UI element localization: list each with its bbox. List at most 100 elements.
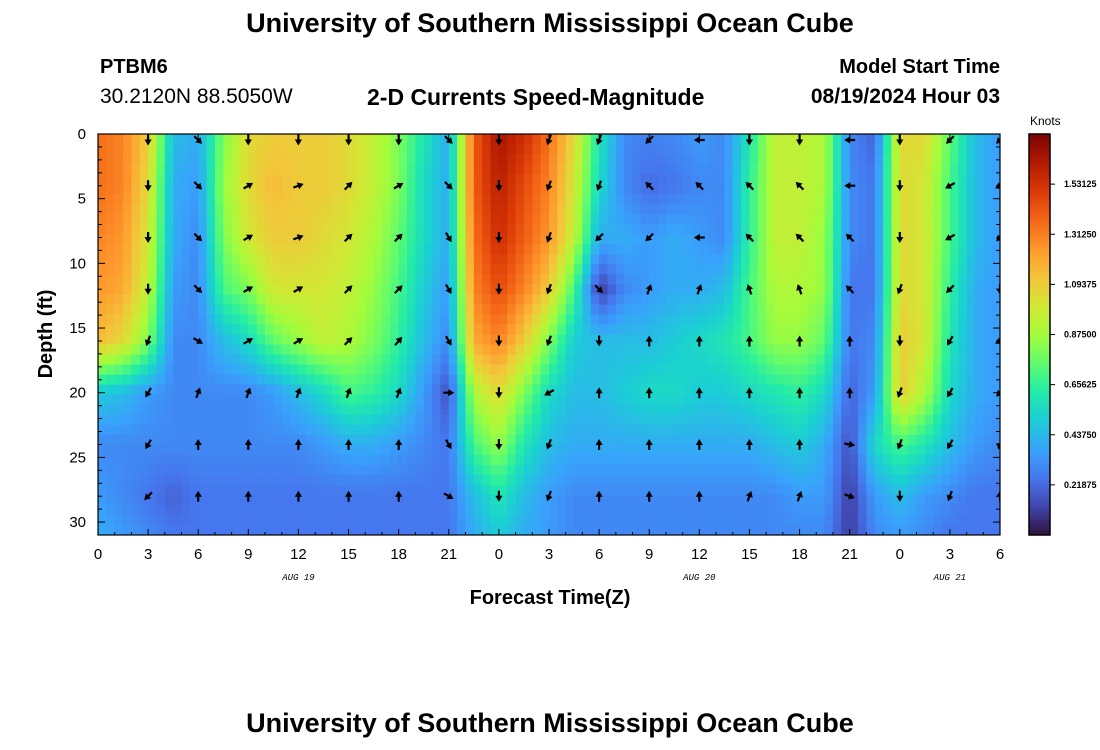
heat-cell — [181, 264, 191, 275]
heat-cell — [139, 164, 149, 175]
heat-cell — [106, 264, 116, 275]
heat-cell — [482, 234, 492, 245]
heat-cell — [866, 434, 876, 446]
heat-cell — [832, 444, 842, 456]
heat-cell — [774, 264, 784, 275]
heat-cell — [657, 134, 667, 145]
heat-cell — [574, 204, 584, 215]
heat-cell — [674, 484, 684, 496]
heat-cell — [398, 444, 408, 456]
heat-cell — [290, 134, 300, 145]
heat-cell — [173, 494, 183, 506]
heat-cell — [716, 254, 725, 265]
heat-cell — [181, 164, 191, 175]
heat-cell — [665, 404, 675, 416]
heat-cell — [423, 184, 433, 195]
heat-cell — [390, 304, 400, 316]
heat-cell — [164, 474, 174, 486]
heat-cell — [440, 274, 450, 285]
heat-cell — [749, 314, 759, 326]
heat-cell — [832, 364, 842, 376]
heat-cell — [933, 244, 943, 255]
heat-cell — [239, 444, 249, 456]
heat-cell — [106, 504, 116, 516]
heat-cell — [557, 134, 567, 145]
arrow-head — [595, 387, 603, 394]
heat-cell — [924, 214, 934, 225]
heat-cell — [690, 334, 700, 346]
arrow-head — [246, 234, 254, 241]
heat-cell — [465, 484, 475, 496]
current-arrow — [495, 335, 503, 347]
heat-cell — [114, 384, 124, 396]
heat-cell — [315, 474, 325, 486]
heat-cell — [640, 254, 650, 265]
heat-cell — [281, 184, 291, 195]
heat-cell — [315, 424, 325, 436]
heat-cell — [799, 424, 809, 436]
heat-cell — [156, 274, 166, 285]
heat-cell — [515, 174, 525, 185]
heat-cell — [649, 304, 659, 316]
heat-cell — [607, 274, 617, 285]
heat-cell — [866, 294, 876, 306]
heat-cell — [841, 374, 851, 386]
heat-cell — [507, 354, 517, 366]
heat-cell — [248, 424, 258, 436]
heat-cell — [690, 524, 700, 535]
heat-cell — [657, 374, 667, 386]
heat-cell — [858, 284, 867, 295]
heat-cell — [924, 364, 934, 376]
heat-cell — [498, 314, 508, 326]
heat-cell — [457, 244, 467, 255]
heat-cell — [916, 274, 926, 285]
current-arrow — [394, 233, 403, 243]
heat-cell — [390, 504, 400, 516]
heat-cell — [490, 504, 500, 516]
heat-cell — [590, 254, 600, 265]
heat-cell — [824, 434, 834, 446]
heat-cell — [991, 314, 1000, 326]
heat-cell — [507, 234, 517, 245]
heat-cell — [398, 524, 408, 535]
heat-cell — [615, 144, 625, 155]
heat-cell — [858, 244, 867, 255]
heat-cell — [457, 524, 467, 535]
heat-cell — [549, 234, 558, 245]
heat-cell — [991, 364, 1000, 376]
current-arrow — [144, 180, 152, 192]
heat-cell — [507, 514, 517, 526]
heat-cell — [657, 154, 667, 165]
heat-cell — [590, 374, 600, 386]
heat-cell — [924, 184, 934, 195]
heat-cell — [615, 494, 625, 506]
heat-cell — [974, 304, 984, 316]
heat-cell — [716, 324, 725, 336]
heat-cell — [624, 454, 634, 466]
heat-cell — [574, 464, 584, 476]
heat-cell — [749, 284, 759, 295]
heat-cell — [415, 464, 425, 476]
heat-cell — [624, 264, 634, 275]
heat-cell — [832, 404, 842, 416]
arrow-head — [896, 139, 904, 146]
heat-cell — [716, 274, 725, 285]
heat-cell — [607, 424, 617, 436]
arrow-head — [145, 390, 152, 398]
heat-cell — [290, 474, 300, 486]
heat-cell — [507, 444, 517, 456]
heat-cell — [164, 244, 174, 255]
heat-cell — [465, 444, 475, 456]
heat-cell — [749, 394, 759, 406]
heat-cell — [824, 204, 834, 215]
heat-cell — [657, 524, 667, 535]
heat-cell — [874, 224, 884, 235]
current-arrow — [144, 283, 152, 295]
heat-cell — [231, 334, 241, 346]
heat-cell — [908, 354, 918, 366]
arrow-head — [745, 139, 753, 146]
heat-cell — [273, 464, 283, 476]
x-tick-label: 6 — [996, 546, 1004, 563]
heat-cell — [983, 264, 993, 275]
heat-cell — [98, 234, 107, 245]
